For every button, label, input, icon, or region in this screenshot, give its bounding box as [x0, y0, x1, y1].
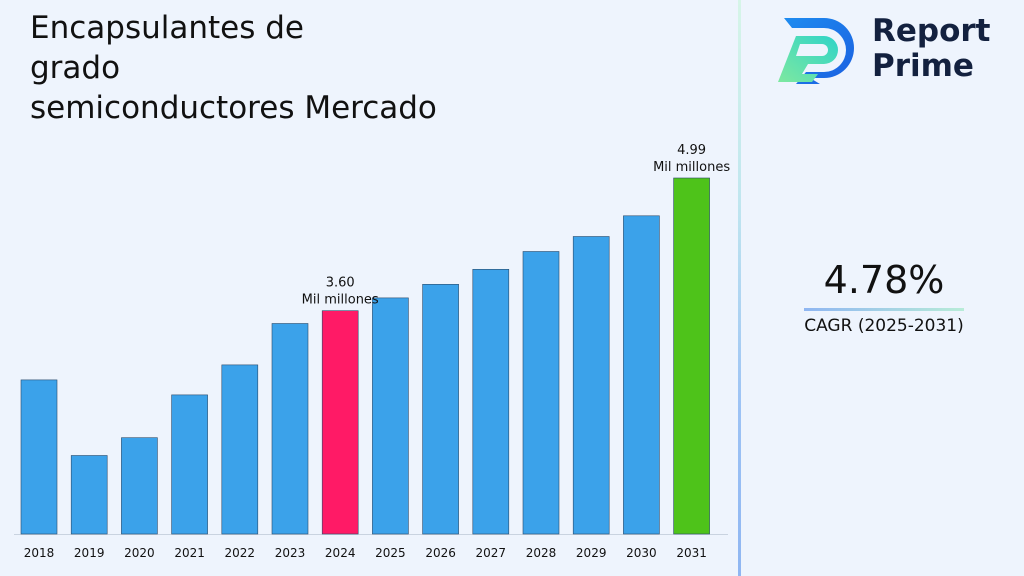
data-label-unit-2031: Mil millones	[653, 160, 730, 175]
bar-2019	[70, 455, 108, 535]
bar-2027	[472, 268, 510, 535]
x-tick-label-2028: 2028	[526, 546, 557, 560]
chart-title-line-1: Encapsulantes de	[30, 10, 304, 46]
report-prime-logo-icon	[778, 18, 854, 84]
section-divider	[738, 0, 741, 576]
x-tick-label-2024: 2024	[325, 546, 356, 560]
x-tick-label-2019: 2019	[74, 546, 105, 560]
chart-title: Encapsulantes de grado semiconductores M…	[30, 8, 500, 128]
bar-2030	[623, 215, 660, 535]
x-tick-label-2022: 2022	[225, 546, 256, 560]
brand-line-2: Prime	[872, 48, 974, 84]
x-tick-label-2029: 2029	[576, 546, 607, 560]
x-tick-label-2018: 2018	[24, 546, 55, 560]
x-tick-label-2023: 2023	[275, 546, 306, 560]
cagr-label: CAGR (2025-2031)	[804, 316, 964, 336]
bar-2022	[221, 364, 259, 535]
data-label-value-2024: 3.60	[326, 276, 355, 291]
brand-name: Report Prime	[872, 14, 991, 84]
brand-line-1: Report	[872, 13, 991, 49]
x-tick-label-2025: 2025	[375, 546, 406, 560]
bar-2029	[572, 236, 610, 535]
x-tick-label-2026: 2026	[425, 546, 456, 560]
bar-2018	[20, 379, 58, 535]
chart-title-line-3: semiconductores Mercado	[30, 90, 437, 126]
x-tick-label-2020: 2020	[124, 546, 155, 560]
bar-2023	[271, 323, 309, 535]
bar-2031	[673, 177, 710, 535]
data-label-unit-2024: Mil millones	[302, 293, 379, 308]
cagr-value: 4.78%	[823, 258, 945, 302]
x-tick-label-2027: 2027	[476, 546, 507, 560]
cagr-underline	[804, 308, 964, 311]
chart-title-line-2: grado	[30, 50, 121, 86]
bar-2026	[422, 283, 459, 535]
bar-2024	[321, 310, 359, 535]
x-tick-label-2021: 2021	[174, 546, 205, 560]
bar-2025	[372, 297, 409, 535]
bar-2020	[121, 437, 158, 535]
x-tick-label-2030: 2030	[626, 546, 657, 560]
bar-chart: 2018 2019 2020 2021 2022 2023 2024 2025 2026 2027…	[14, 143, 730, 560]
bar-2028	[522, 251, 560, 535]
data-label-value-2031: 4.99	[677, 143, 706, 158]
bar-2021	[171, 394, 208, 535]
x-tick-label-2031: 2031	[676, 546, 707, 560]
